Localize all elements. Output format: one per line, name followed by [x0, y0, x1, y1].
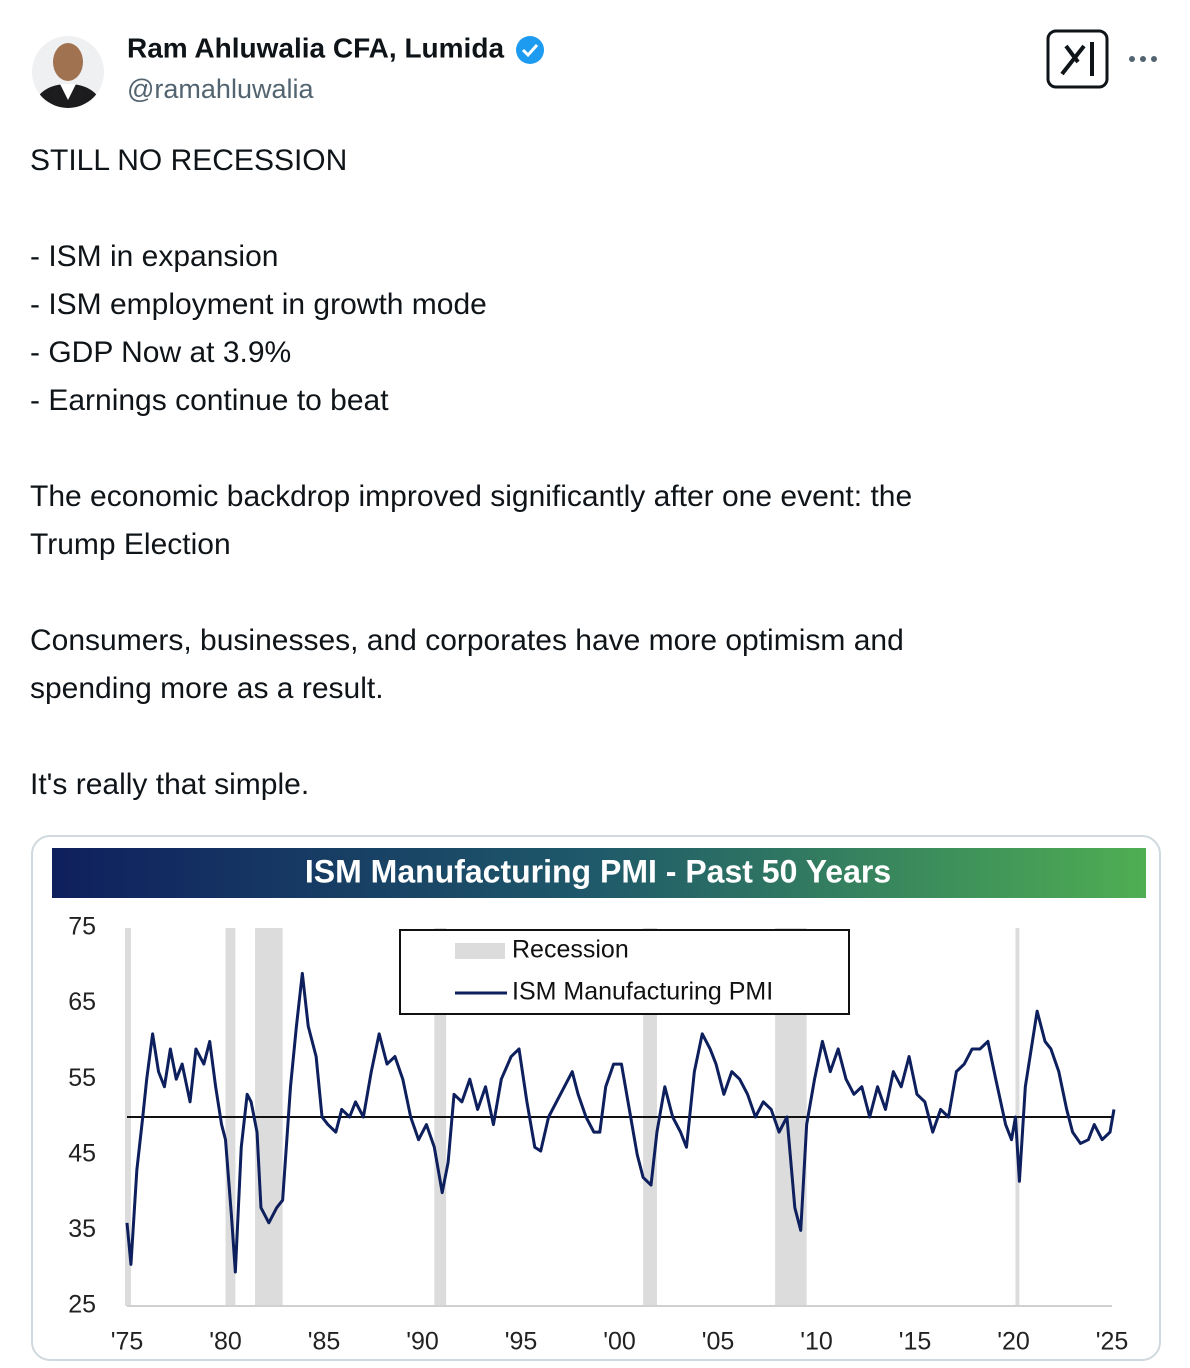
author-name[interactable]: Ram Ahluwalia CFA, Lumida — [127, 32, 504, 63]
x-tick-label: '00 — [603, 1328, 636, 1356]
x-tick-label: '15 — [899, 1328, 932, 1356]
y-tick-label: 55 — [68, 1064, 96, 1092]
x-tick-label: '10 — [800, 1328, 833, 1356]
tweet-text-line: Consumers, businesses, and corporates ha… — [30, 624, 904, 657]
tweet-text-line: It's really that simple. — [30, 768, 309, 801]
y-tick-label: 65 — [68, 988, 96, 1016]
legend-label: ISM Manufacturing PMI — [512, 978, 773, 1006]
y-tick-label: 45 — [68, 1139, 96, 1167]
avatar[interactable] — [32, 36, 104, 108]
chart-title: ISM Manufacturing PMI - Past 50 Years — [305, 853, 891, 889]
y-tick-label: 75 — [68, 913, 96, 941]
legend-swatch — [455, 943, 505, 959]
chart: 25 35 45 55 65 75 '75 '80 '85 '90 '95 '00 '05 '10 '15 '… — [68, 913, 1128, 1356]
verified-check — [521, 43, 539, 58]
legend-label: Recession — [512, 936, 629, 964]
x-tick-label: '20 — [997, 1328, 1030, 1356]
grok-button[interactable] — [1046, 29, 1109, 89]
x-tick-label: '25 — [1096, 1328, 1129, 1356]
chart-title-bar — [52, 848, 1146, 898]
tweet-text-line: Trump Election — [30, 528, 231, 561]
x-tick-label: '85 — [308, 1328, 341, 1356]
x-tick-label: '75 — [111, 1328, 144, 1356]
tweet-text-line: - Earnings continue to beat — [30, 384, 389, 417]
tweet-text-line: - ISM employment in growth mode — [30, 288, 487, 321]
y-tick-label: 35 — [68, 1215, 96, 1243]
x-tick-label: '90 — [406, 1328, 439, 1356]
handle[interactable]: @ramahluwalia — [127, 74, 314, 104]
x-tick-label: '05 — [702, 1328, 735, 1356]
tweet-body: STILL NO RECESSION - ISM in expansion - IS… — [30, 144, 912, 801]
tweet-text-line: The economic backdrop improved significa… — [30, 480, 912, 513]
tweet-text-line: - ISM in expansion — [30, 240, 278, 273]
media-frame[interactable] — [31, 835, 1161, 1361]
more-button[interactable] — [1129, 56, 1157, 62]
tweet-text-line: STILL NO RECESSION — [30, 144, 347, 177]
pmi-line — [125, 971, 1116, 1274]
tweet-text-line: spending more as a result. — [30, 672, 384, 705]
x-tick-label: '80 — [209, 1328, 242, 1356]
x-tick-label: '95 — [505, 1328, 538, 1356]
y-tick-label: 25 — [68, 1291, 96, 1319]
verified-badge — [516, 36, 545, 64]
tweet-text-line: - GDP Now at 3.9% — [30, 336, 291, 369]
